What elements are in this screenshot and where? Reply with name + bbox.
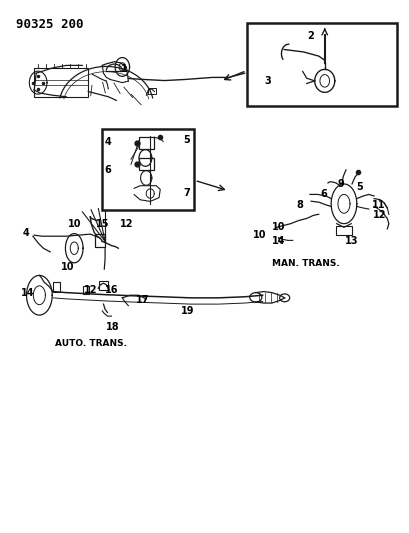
Text: 4: 4 bbox=[104, 137, 111, 147]
Text: 6: 6 bbox=[104, 165, 111, 175]
Text: 3: 3 bbox=[265, 76, 271, 86]
Bar bbox=[102, 129, 194, 210]
Text: 12: 12 bbox=[83, 285, 97, 295]
Text: 15: 15 bbox=[96, 219, 109, 229]
Bar bbox=[139, 158, 154, 169]
Bar bbox=[34, 68, 88, 97]
Text: 16: 16 bbox=[105, 285, 118, 295]
Text: MAN. TRANS.: MAN. TRANS. bbox=[272, 259, 339, 268]
Text: 10: 10 bbox=[253, 230, 267, 240]
Text: 14: 14 bbox=[20, 288, 34, 297]
Text: 19: 19 bbox=[181, 306, 194, 316]
Text: 11: 11 bbox=[372, 200, 386, 210]
Text: 10: 10 bbox=[272, 222, 285, 232]
Text: 90325 200: 90325 200 bbox=[16, 19, 83, 31]
Bar bbox=[139, 137, 154, 149]
Text: 6: 6 bbox=[321, 189, 327, 199]
Text: 10: 10 bbox=[61, 262, 74, 271]
Text: 4: 4 bbox=[23, 228, 29, 238]
Bar bbox=[247, 23, 397, 106]
Text: 13: 13 bbox=[345, 237, 359, 246]
Bar bbox=[83, 286, 89, 294]
Text: 8: 8 bbox=[297, 200, 303, 210]
Bar bbox=[95, 233, 106, 247]
Text: 12: 12 bbox=[373, 211, 387, 220]
Text: 10: 10 bbox=[67, 219, 81, 229]
Bar bbox=[99, 280, 108, 290]
Text: 5: 5 bbox=[183, 135, 190, 145]
Text: 17: 17 bbox=[136, 295, 149, 305]
Text: 2: 2 bbox=[307, 30, 314, 41]
Text: AUTO. TRANS.: AUTO. TRANS. bbox=[56, 338, 128, 348]
Bar bbox=[53, 282, 60, 292]
Text: 12: 12 bbox=[119, 219, 133, 229]
Text: 1: 1 bbox=[121, 64, 128, 74]
Text: 5: 5 bbox=[357, 182, 363, 192]
Text: 9: 9 bbox=[337, 179, 344, 189]
Bar bbox=[336, 226, 352, 235]
Text: 14: 14 bbox=[272, 237, 285, 246]
Text: 7: 7 bbox=[183, 188, 190, 198]
Text: 18: 18 bbox=[106, 321, 120, 332]
Bar bbox=[148, 88, 156, 94]
